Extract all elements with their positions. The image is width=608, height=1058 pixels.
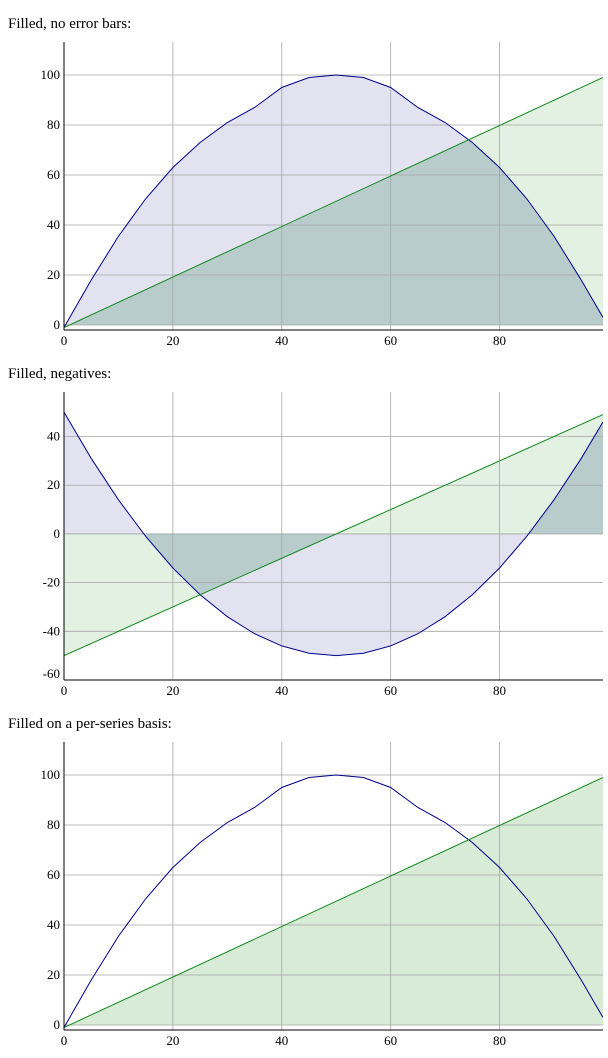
x-tick-label: 0: [61, 1033, 68, 1047]
x-tick-label: 20: [166, 1033, 179, 1047]
x-tick-label: 60: [384, 1033, 397, 1047]
y-tick-label: 40: [47, 429, 60, 444]
y-tick-label: -20: [43, 575, 60, 590]
y-tick-label: -40: [43, 623, 60, 638]
x-tick-label: 80: [493, 333, 506, 347]
y-tick-label: 0: [54, 526, 61, 541]
y-tick-label: 20: [47, 967, 60, 982]
x-tick-label: 40: [275, 683, 288, 697]
series-line-green: [64, 777, 603, 1028]
series-line-green: [64, 77, 603, 328]
chart-1-heading: Filled, no error bars:: [8, 16, 132, 32]
x-tick-label: 40: [275, 1033, 288, 1047]
chart-2-heading: Filled, negatives:: [8, 366, 112, 382]
chart-2: 0 20 40 60 80 -60 -40 -20 0 20 40: [0, 392, 608, 697]
y-tick-label: -60: [43, 666, 60, 681]
x-tick-label: 20: [166, 683, 179, 697]
y-tick-label: 20: [47, 477, 60, 492]
chart-3: 0 20 40 60 80 0 20 40 60 80 100: [0, 742, 608, 1047]
y-tick-label: 100: [41, 767, 61, 782]
chart-1-svg: 0 20 40 60 80 0 20 40 60 80 100: [41, 42, 603, 347]
x-tick-label: 0: [61, 333, 68, 347]
x-tick-label: 60: [384, 333, 397, 347]
y-tick-label: 0: [54, 317, 61, 332]
chart-3-svg: 0 20 40 60 80 0 20 40 60 80 100: [41, 742, 603, 1047]
chart-3-grid: [64, 742, 603, 1030]
chart-3-heading: Filled on a per-series basis:: [8, 716, 172, 732]
y-tick-label: 100: [41, 67, 61, 82]
series-line-blue: [64, 411, 603, 657]
y-tick-label: 60: [47, 867, 60, 882]
x-tick-label: 80: [493, 1033, 506, 1047]
x-tick-label: 40: [275, 333, 288, 347]
y-tick-label: 80: [47, 117, 60, 132]
y-tick-label: 60: [47, 167, 60, 182]
x-tick-label: 0: [61, 683, 68, 697]
chart-2-svg: 0 20 40 60 80 -60 -40 -20 0 20 40: [43, 392, 603, 697]
series-line-green: [64, 414, 603, 657]
series-line-blue: [64, 774, 603, 1028]
y-tick-label: 0: [54, 1017, 61, 1032]
x-tick-label: 60: [384, 683, 397, 697]
chart-1: 0 20 40 60 80 0 20 40 60 80 100: [0, 42, 608, 347]
y-tick-label: 20: [47, 267, 60, 282]
y-tick-label: 80: [47, 817, 60, 832]
y-tick-label: 40: [47, 217, 60, 232]
x-tick-label: 20: [166, 333, 179, 347]
y-tick-label: 40: [47, 917, 60, 932]
series-line-blue: [64, 74, 603, 328]
x-tick-label: 80: [493, 683, 506, 697]
